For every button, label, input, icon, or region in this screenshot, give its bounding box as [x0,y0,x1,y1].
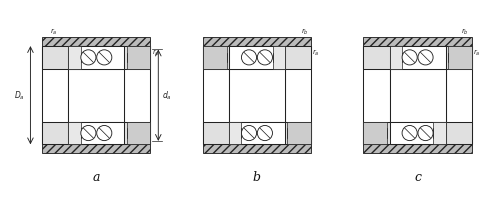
Bar [390,47,446,145]
Text: $r_a$: $r_a$ [50,27,58,37]
Bar [229,47,285,145]
Bar [272,47,285,69]
Text: $D_a$: $D_a$ [14,89,25,102]
Bar [229,47,285,69]
Bar [203,145,311,153]
Text: a: a [92,170,100,183]
Bar [68,47,80,69]
Bar [68,47,124,145]
Text: $r_a$: $r_a$ [312,47,320,57]
Bar [448,47,471,69]
Bar [68,122,124,145]
Bar [203,47,229,145]
Bar [364,122,388,145]
Circle shape [81,50,96,66]
Bar [42,145,150,153]
Circle shape [418,126,433,141]
Bar [390,47,446,69]
Bar [203,47,311,69]
Bar [285,47,311,145]
Text: c: c [414,170,421,183]
Circle shape [96,126,112,141]
Bar [390,122,446,145]
Bar [203,38,311,47]
Bar [126,122,150,145]
Text: $d_a$: $d_a$ [162,89,172,102]
Bar [229,122,241,145]
Bar [203,122,311,145]
Bar [229,122,285,145]
Circle shape [402,126,417,141]
Bar [42,47,150,69]
Bar [390,47,402,69]
Text: b: b [253,170,261,183]
Bar [126,47,150,69]
Circle shape [402,50,417,66]
Circle shape [258,126,272,141]
Bar [68,47,124,69]
Circle shape [418,50,433,66]
Circle shape [258,50,272,66]
Bar [124,47,150,145]
Bar [364,145,472,153]
Bar [364,47,390,145]
Text: $r_a$: $r_a$ [473,47,480,57]
Text: $r_b$: $r_b$ [300,27,308,37]
Circle shape [242,126,256,141]
Bar [42,38,150,47]
Bar [288,122,311,145]
Circle shape [81,126,96,141]
Bar [364,38,472,47]
Bar [364,47,472,69]
Bar [203,47,226,69]
Text: $r_b$: $r_b$ [462,27,469,37]
Bar [434,122,446,145]
Circle shape [96,50,112,66]
Bar [68,122,80,145]
Bar [364,122,472,145]
Bar [42,122,150,145]
Bar [42,47,68,145]
Text: $r_a$: $r_a$ [152,47,160,57]
Circle shape [242,50,256,66]
Bar [446,47,471,145]
